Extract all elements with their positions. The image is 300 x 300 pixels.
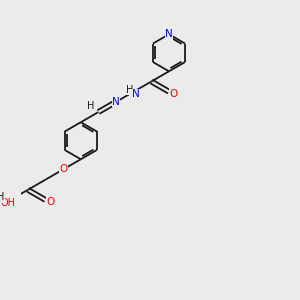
Text: N: N	[132, 89, 140, 99]
Text: H: H	[126, 85, 134, 95]
Text: N: N	[112, 97, 120, 107]
Text: H: H	[0, 192, 5, 202]
Text: N: N	[165, 29, 173, 39]
Text: O: O	[169, 88, 178, 98]
Text: OH: OH	[1, 198, 16, 208]
Text: O: O	[46, 197, 54, 207]
Text: O: O	[59, 164, 67, 174]
Text: H: H	[87, 101, 95, 112]
